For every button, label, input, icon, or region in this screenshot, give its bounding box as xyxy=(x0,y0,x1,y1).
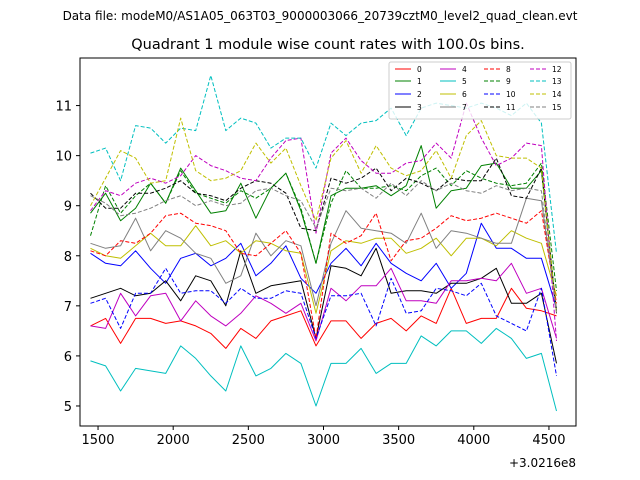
legend-frame xyxy=(388,61,572,120)
series-line-14 xyxy=(90,117,557,314)
series-line-10 xyxy=(90,267,557,376)
x-tick-label: 2000 xyxy=(157,433,190,448)
x-tick-label: 1500 xyxy=(81,433,114,448)
series-line-9 xyxy=(90,162,557,291)
legend-label-9: 9 xyxy=(506,77,511,86)
legend-label-14: 14 xyxy=(552,90,562,99)
legend-label-15: 15 xyxy=(552,103,562,112)
legend-label-4: 4 xyxy=(462,65,467,74)
y-tick-label: 6 xyxy=(64,350,72,365)
legend-label-10: 10 xyxy=(506,90,516,99)
series-line-0 xyxy=(90,287,557,349)
series-line-5 xyxy=(90,327,557,412)
x-tick-label: 4500 xyxy=(532,433,565,448)
series-line-11 xyxy=(90,157,557,314)
series-line-7 xyxy=(90,197,557,309)
legend-label-8: 8 xyxy=(506,65,511,74)
series-line-13 xyxy=(90,75,557,254)
x-tick-label: 2500 xyxy=(232,433,265,448)
series-line-6 xyxy=(90,225,557,314)
x-tick-label: 4000 xyxy=(457,433,490,448)
y-tick-label: 10 xyxy=(55,150,72,165)
y-tick-label: 8 xyxy=(64,250,72,265)
series-line-15 xyxy=(90,180,557,314)
y-tick-label: 11 xyxy=(55,100,72,115)
legend-label-0: 0 xyxy=(417,65,422,74)
y-tick-label: 5 xyxy=(64,400,72,415)
y-tick-label: 7 xyxy=(64,300,72,315)
legend-label-3: 3 xyxy=(417,103,422,112)
series-line-3 xyxy=(90,247,557,364)
series-line-8 xyxy=(90,210,557,339)
y-tick-label: 9 xyxy=(64,200,72,215)
legend-label-5: 5 xyxy=(462,77,467,86)
legend-label-2: 2 xyxy=(417,90,422,99)
x-axis: 1500 2000 2500 3000 3500 4000 4500 xyxy=(81,426,565,448)
y-axis: 5 6 7 8 9 10 11 xyxy=(55,100,80,415)
legend-label-11: 11 xyxy=(506,103,516,112)
legend-label-1: 1 xyxy=(417,77,422,86)
series-line-4 xyxy=(90,262,557,342)
x-offset-label: +3.0216e8 xyxy=(509,456,576,470)
series-line-2 xyxy=(90,222,557,309)
x-tick-label: 3500 xyxy=(382,433,415,448)
series-layer xyxy=(90,75,557,412)
legend-label-7: 7 xyxy=(462,103,467,112)
legend-label-6: 6 xyxy=(462,90,467,99)
series-line-12 xyxy=(90,102,557,341)
legend-label-12: 12 xyxy=(552,65,562,74)
suptitle: Data file: modeM0/AS1A05_063T03_90000030… xyxy=(63,9,578,23)
axes-frame xyxy=(79,57,577,427)
x-tick-label: 3000 xyxy=(307,433,340,448)
legend-label-13: 13 xyxy=(552,77,562,86)
chart-title: Quadrant 1 module wise count rates with … xyxy=(131,37,525,53)
